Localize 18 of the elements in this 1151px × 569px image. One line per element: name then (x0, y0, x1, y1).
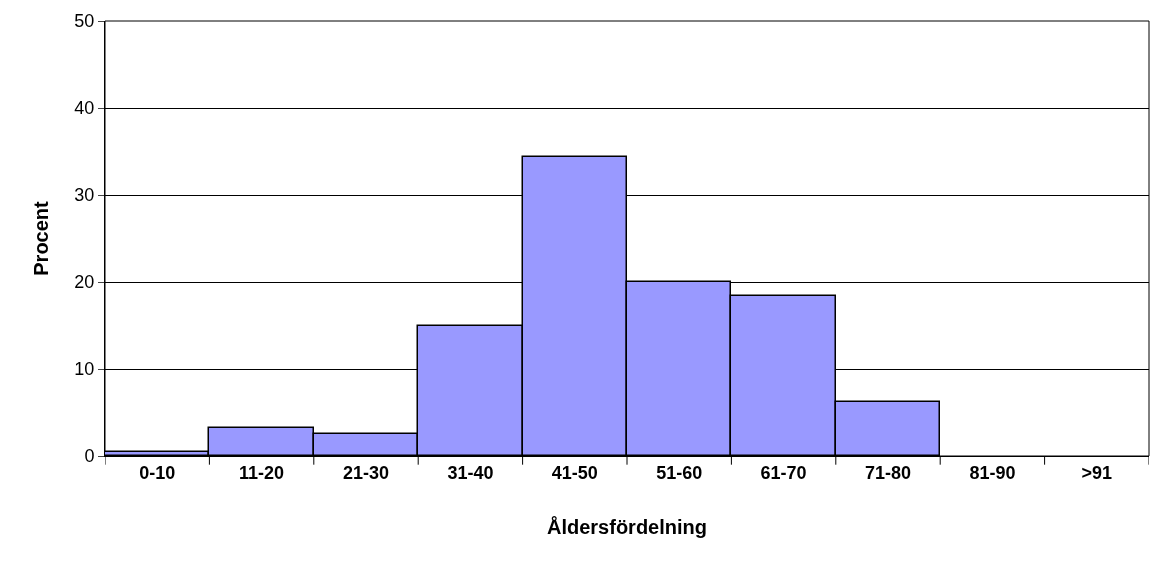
y-tick-label: 20 (74, 272, 95, 293)
y-tick-label: 10 (74, 359, 95, 380)
y-axis-title: Procent (29, 200, 52, 276)
y-tick-label: 40 (74, 98, 95, 119)
x-tick-label: >91 (1081, 462, 1113, 483)
y-tick-label: 50 (74, 11, 95, 32)
x-tick-label: 31-40 (447, 462, 494, 483)
x-axis-title: Åldersfördelning (546, 515, 708, 539)
x-tick-label: 0-10 (139, 462, 176, 483)
x-tick-label: 51-60 (656, 462, 703, 483)
x-tick-label: 11-20 (239, 462, 285, 483)
x-tick-label: 71-80 (864, 462, 912, 483)
y-tick-label: 0 (84, 446, 95, 467)
x-tick-label: 81-90 (969, 462, 1016, 483)
x-tick-label: 21-30 (342, 462, 390, 483)
x-tick-label: 41-50 (551, 462, 598, 483)
x-tick-label: 61-70 (760, 462, 807, 483)
y-tick-label: 30 (74, 185, 95, 206)
